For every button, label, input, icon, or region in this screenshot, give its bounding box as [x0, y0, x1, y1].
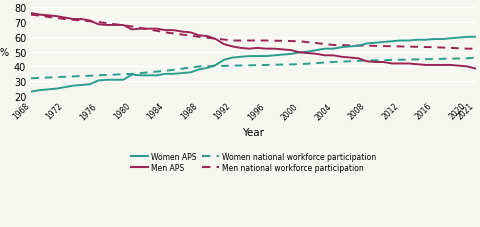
X-axis label: Year: Year — [242, 127, 264, 137]
Y-axis label: %: % — [0, 47, 9, 57]
Legend: Women APS, Men APS, Women national workforce participation, Men national workfor: Women APS, Men APS, Women national workf… — [128, 149, 379, 175]
